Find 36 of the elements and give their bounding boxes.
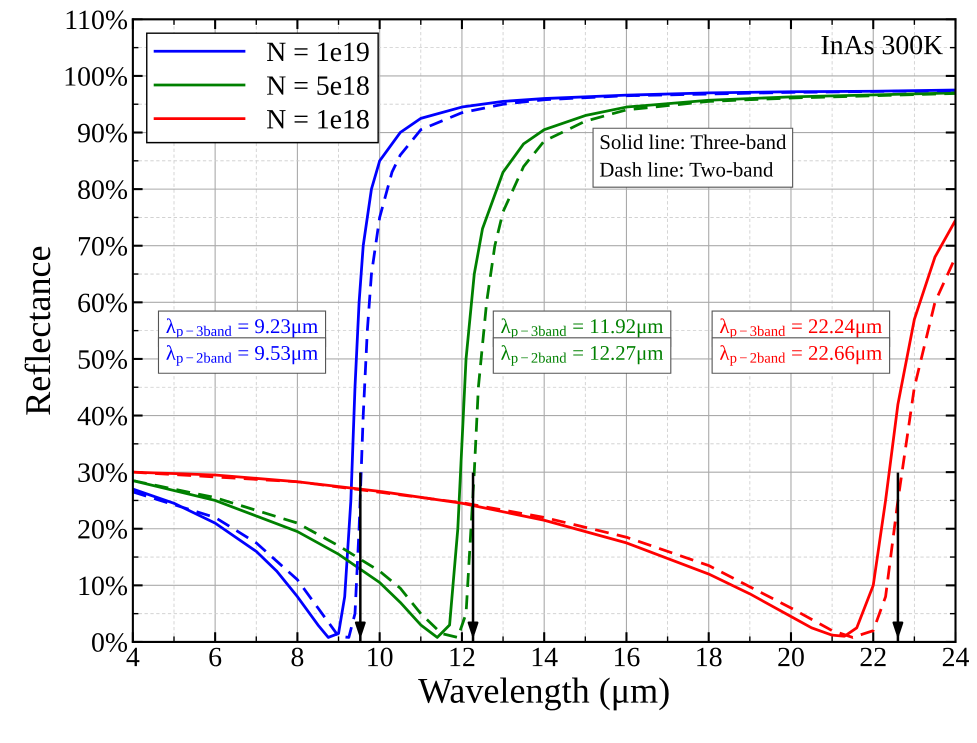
y-axis-title: Reflectance (24, 246, 50, 415)
y-tick-label: 50% (78, 350, 128, 369)
x-tick-label: 16 (615, 648, 640, 666)
x-tick-label: 10 (368, 648, 392, 666)
y-tick-label: 60% (78, 294, 128, 312)
x-tick-label: 4 (126, 648, 140, 666)
y-tick-label: 70% (78, 236, 128, 256)
annotation: λ$_{p−2band}$ = 12.27μm (501, 345, 664, 366)
y-tick-label: 80% (78, 180, 128, 200)
x-tick-label: 22 (860, 648, 886, 666)
annotation: λ$_{p−2band}$ = 9.53μm (166, 345, 318, 366)
legend-label: N = 1e18 (267, 110, 369, 129)
annotation: InAs 300K (821, 36, 943, 54)
y-tick-label: 30% (78, 463, 128, 482)
x-tick-label: 12 (450, 648, 474, 666)
annotation: λ$_{p−3band}$ = 22.24μm (720, 318, 882, 339)
y-tick-label: 0% (92, 633, 128, 652)
x-tick-label: 6 (209, 648, 222, 666)
y-tick-label: 90% (78, 124, 128, 143)
x-tick-label: 18 (697, 648, 722, 666)
annotation: λ$_{p−3band}$ = 9.23μm (166, 318, 318, 339)
x-tick-label: 8 (292, 648, 304, 666)
x-tick-label: 24 (942, 648, 969, 666)
y-tick-label: 110% (66, 10, 128, 30)
legend-label: N = 1e19 (267, 42, 369, 62)
legend-label: N = 5e18 (267, 76, 369, 95)
x-axis-title: Wavelength (μm) (418, 678, 669, 710)
y-tick-label: 40% (78, 406, 128, 426)
y-tick-label: 100% (66, 67, 128, 86)
annotation: λ$_{p−2band}$ = 22.66μm (720, 345, 882, 366)
annotation: Solid line: Three-band Dash line: Two-band (600, 134, 786, 177)
x-tick-label: 20 (778, 648, 804, 666)
y-tick-label: 20% (78, 520, 128, 539)
annotation: λ$_{p−3band}$ = 11.92μm (501, 318, 664, 339)
x-tick-label: 14 (532, 648, 558, 666)
y-tick-label: 10% (80, 576, 128, 596)
